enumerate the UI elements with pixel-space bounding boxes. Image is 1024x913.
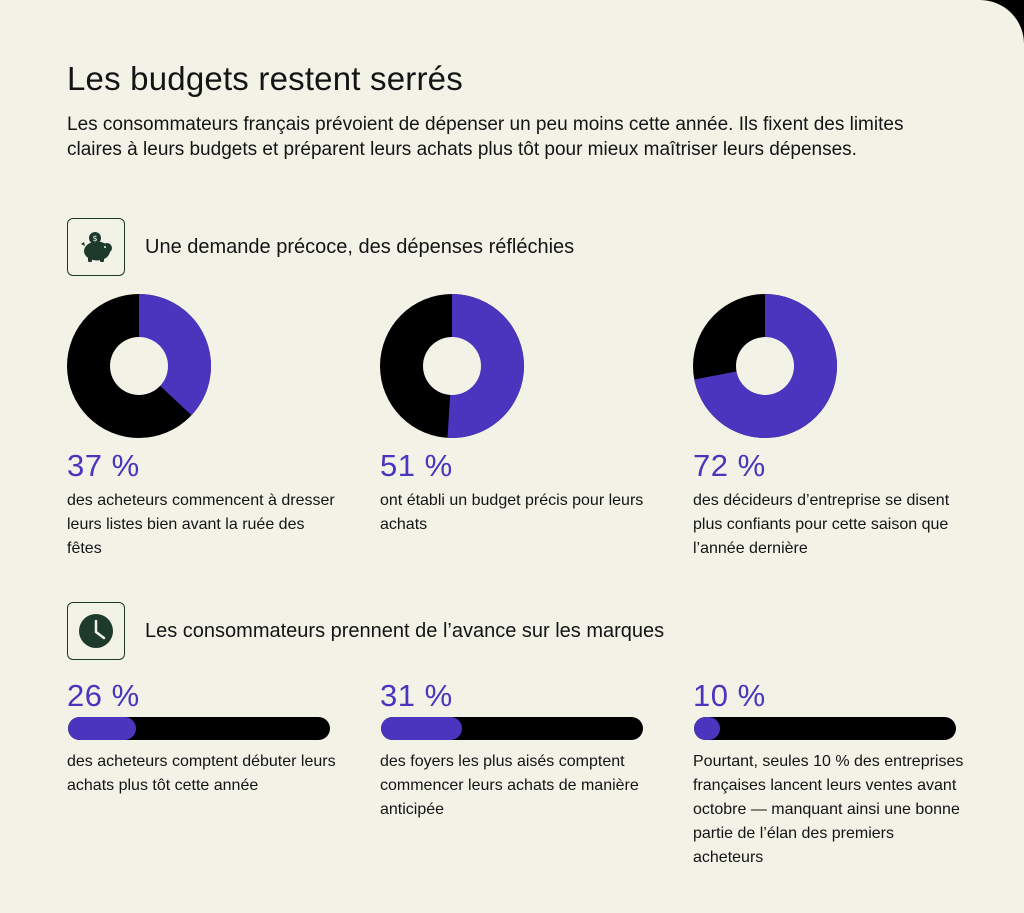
donut-1-pct-label: 37 %: [67, 448, 140, 483]
progress-bar-2-fill: [381, 717, 463, 740]
donut-1-description: des acheteurs commencent à dresser leurs…: [67, 492, 335, 557]
clock-icon-box: [67, 602, 125, 660]
bar-2-pct-label: 31 %: [380, 678, 453, 713]
svg-text:$: $: [92, 234, 97, 243]
progress-bar-2: [381, 717, 643, 740]
progress-bar-3: [694, 717, 956, 740]
donut-3-pct-label: 72 %: [693, 448, 766, 483]
piggy-bank-icon: $: [81, 232, 112, 262]
donut-1-hole: [110, 337, 168, 395]
page-title: Les budgets restent serrés: [67, 60, 463, 97]
clock-icon: [79, 614, 113, 648]
progress-bar-1-fill: [68, 717, 137, 740]
progress-bar-3-fill: [694, 717, 721, 740]
donut-2-pct-label: 51 %: [380, 448, 453, 483]
donut-2-description: ont établi un budget précis pour leurs a…: [380, 492, 644, 533]
bar-1-description: des acheteurs comptent débuter leurs ach…: [67, 753, 336, 794]
section1-heading: Une demande précoce, des dépenses réfléc…: [145, 236, 575, 258]
bar-1-pct-label: 26 %: [67, 678, 140, 713]
piggy-bank-icon-box: $: [67, 218, 125, 276]
donut-chart-2: [380, 294, 524, 438]
donut-chart-1: [67, 294, 211, 438]
intro-paragraph: Les consommateurs français prévoient de …: [67, 114, 904, 160]
donut-2-segment: [447, 294, 524, 438]
donut-3-hole: [736, 337, 794, 395]
section2-heading: Les consommateurs prennent de l’avance s…: [145, 620, 665, 642]
bar-3-description: Pourtant, seules 10 % des entreprises fr…: [693, 753, 964, 866]
donut-2-hole: [423, 337, 481, 395]
progress-bar-1: [68, 717, 330, 740]
bar-3-pct-label: 10 %: [693, 678, 766, 713]
bar-2-description: des foyers les plus aisés comptent comme…: [380, 753, 639, 818]
donut-3-description: des décideurs d’entreprise se disent plu…: [693, 492, 950, 557]
donut-1-segment: [139, 294, 211, 416]
donut-chart-3: [693, 294, 837, 438]
